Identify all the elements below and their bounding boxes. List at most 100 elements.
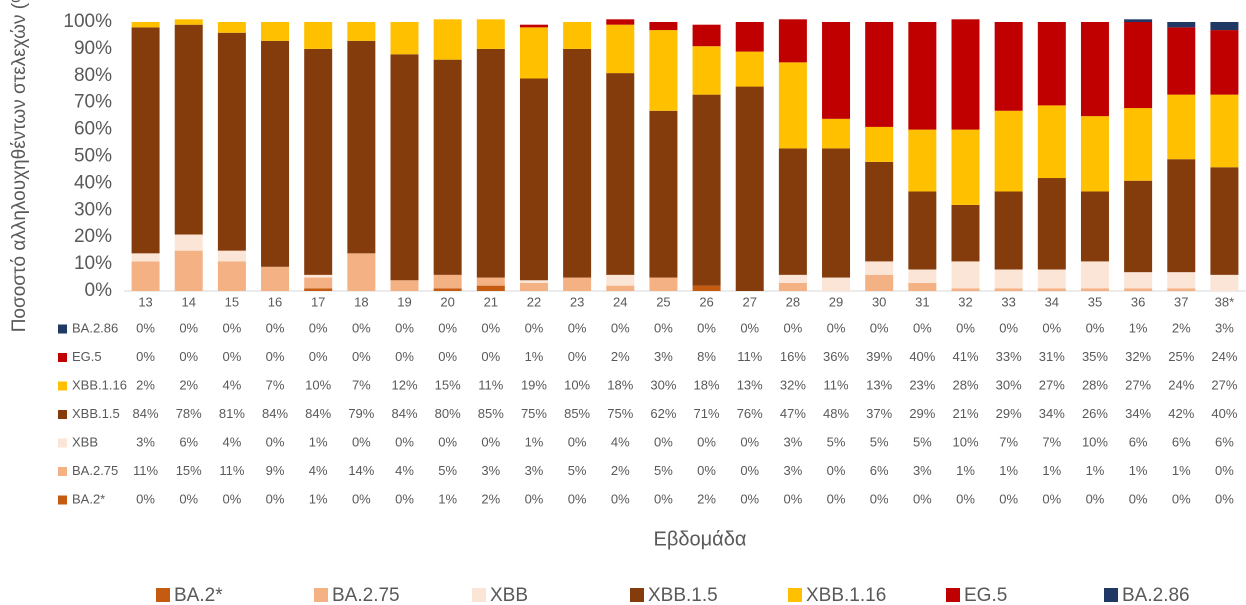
- x-tick-label: 14: [181, 294, 195, 309]
- bar-segment: [908, 129, 937, 192]
- bar-segment: [1037, 22, 1066, 106]
- bar-segment: [1037, 178, 1066, 270]
- bar-segment: [649, 110, 678, 278]
- bar-segment: [994, 22, 1023, 111]
- table-cell: 29%: [909, 406, 935, 421]
- table-cell: 0%: [654, 434, 673, 449]
- table-cell: 41%: [952, 349, 978, 364]
- table-cell: 0%: [352, 491, 371, 506]
- table-row-label: EG.5: [72, 349, 102, 364]
- bar-segment: [692, 285, 721, 291]
- legend-key: [788, 588, 802, 602]
- table-cell: 0%: [913, 491, 932, 506]
- bar-segment: [649, 277, 678, 291]
- table-cell: 34%: [1125, 406, 1151, 421]
- table-cell: 30%: [996, 377, 1022, 392]
- table-cell: 5%: [827, 434, 846, 449]
- table-cell: 0%: [395, 434, 414, 449]
- table-cell: 10%: [952, 434, 978, 449]
- table-row-label: XBB.1.5: [72, 406, 120, 421]
- bar-segment: [1080, 191, 1109, 262]
- table-cell: 1%: [1129, 463, 1148, 478]
- x-tick-label: 35: [1088, 294, 1102, 309]
- table-cell: 0%: [913, 320, 932, 335]
- table-cell: 47%: [780, 406, 806, 421]
- y-tick-label: 40%: [74, 172, 112, 193]
- table-legend-key: [58, 410, 67, 419]
- y-tick-label: 80%: [74, 65, 112, 86]
- bar-segment: [865, 261, 894, 275]
- table-cell: 5%: [654, 463, 673, 478]
- table-cell: 5%: [568, 463, 587, 478]
- table-cell: 6%: [1215, 434, 1234, 449]
- bar-segment: [778, 148, 807, 275]
- bar-segment: [304, 277, 333, 289]
- x-tick-label: 19: [397, 294, 411, 309]
- table-cell: 27%: [1211, 377, 1237, 392]
- table-cell: 0%: [568, 349, 587, 364]
- bar-segment: [865, 22, 894, 127]
- table-cell: 1%: [1129, 320, 1148, 335]
- bar-segment: [951, 204, 980, 262]
- table-row-label: BA.2.75: [72, 463, 118, 478]
- table-cell: 0%: [266, 491, 285, 506]
- table-cell: 0%: [136, 491, 155, 506]
- bar-segment: [1167, 27, 1196, 95]
- bar-segment: [1167, 22, 1196, 28]
- bar-segment: [174, 250, 203, 291]
- table-cell: 0%: [352, 349, 371, 364]
- table-cell: 2%: [611, 463, 630, 478]
- table-cell: 4%: [222, 377, 241, 392]
- table-cell: 10%: [564, 377, 590, 392]
- bar-segment: [951, 19, 980, 130]
- bar-segment: [1080, 288, 1109, 291]
- bar-segment: [1210, 22, 1239, 31]
- table-row-label: XBB.1.16: [72, 377, 127, 392]
- bar-segment: [1037, 269, 1066, 289]
- table-legend-key: [58, 495, 67, 505]
- table-legend-key: [58, 467, 67, 476]
- table-cell: 0%: [827, 320, 846, 335]
- y-tick-label: 100%: [63, 11, 112, 32]
- x-tick-label: 34: [1045, 294, 1059, 309]
- table-cell: 11%: [133, 463, 158, 478]
- table-cell: 0%: [740, 463, 759, 478]
- table-cell: 11%: [824, 377, 849, 392]
- table-legend-key: [58, 438, 67, 448]
- bar-segment: [822, 277, 851, 291]
- table-cell: 2%: [697, 491, 716, 506]
- table-row-label: BA.2*: [72, 491, 105, 506]
- table-cell: 1%: [525, 349, 544, 364]
- table-cell: 0%: [611, 491, 630, 506]
- table-cell: 3%: [525, 463, 544, 478]
- table-cell: 0%: [438, 349, 457, 364]
- bar-segment: [951, 261, 980, 289]
- bar-segment: [390, 22, 419, 55]
- bar-segment: [994, 191, 1023, 270]
- bar-segment: [1210, 167, 1239, 275]
- table-cell: 15%: [176, 463, 202, 478]
- table-cell: 4%: [222, 434, 241, 449]
- table-cell: 6%: [179, 434, 198, 449]
- table-cell: 3%: [1215, 320, 1234, 335]
- table-cell: 34%: [1039, 406, 1065, 421]
- bar-segment: [174, 24, 203, 235]
- table-cell: 0%: [179, 349, 198, 364]
- bar-segment: [519, 24, 548, 28]
- table-cell: 25%: [1168, 349, 1194, 364]
- table-cell: 76%: [737, 406, 763, 421]
- table-cell: 30%: [650, 377, 676, 392]
- table-cell: 0%: [1215, 491, 1234, 506]
- bar-segment: [261, 22, 290, 41]
- table-cell: 0%: [870, 320, 889, 335]
- table-cell: 35%: [1082, 349, 1108, 364]
- legend-key: [472, 588, 486, 602]
- table-cell: 0%: [222, 320, 241, 335]
- y-tick-label: 50%: [74, 146, 112, 167]
- table-cell: 3%: [783, 434, 802, 449]
- bar-segment: [735, 86, 764, 291]
- table-cell: 18%: [694, 377, 720, 392]
- bar-segment: [519, 282, 548, 291]
- bar-segment: [908, 191, 937, 270]
- table-cell: 0%: [136, 320, 155, 335]
